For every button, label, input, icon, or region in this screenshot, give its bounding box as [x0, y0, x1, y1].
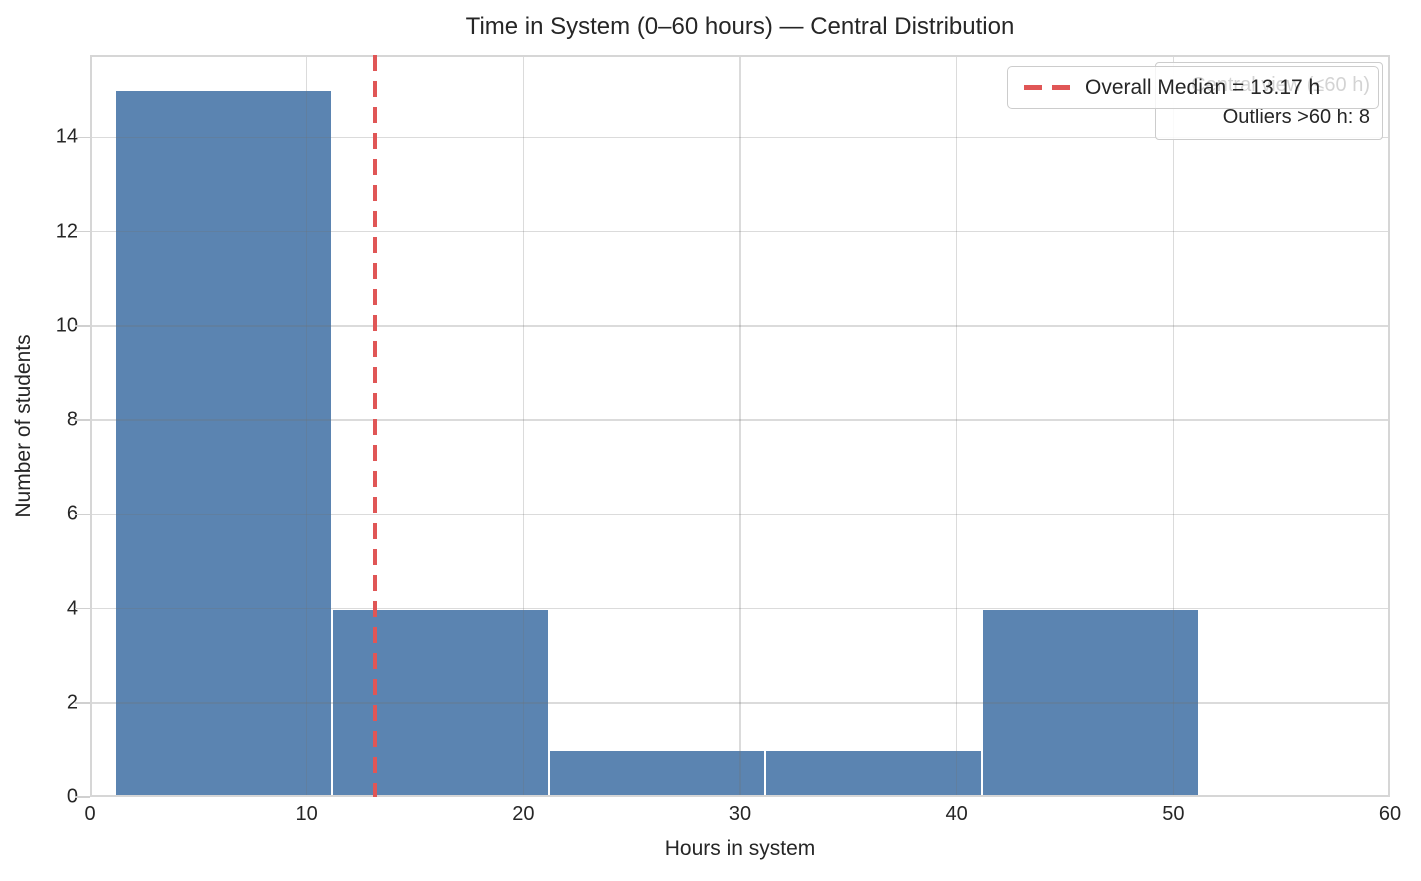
- gridline: [955, 55, 958, 797]
- y-tick-mark: [75, 419, 90, 421]
- y-tick-mark: [75, 513, 90, 516]
- y-tick-mark: [75, 136, 90, 139]
- gridline: [90, 607, 1390, 610]
- histogram-bar: [548, 749, 766, 797]
- median-line: [373, 55, 378, 797]
- y-tick-mark: [75, 325, 90, 327]
- x-tick-label: 40: [945, 803, 968, 825]
- y-tick-label: 12: [55, 220, 78, 243]
- gridline: [522, 55, 525, 797]
- gridline: [90, 419, 1390, 421]
- x-tick-label: 30: [728, 803, 752, 825]
- y-tick-label: 8: [66, 408, 78, 431]
- chart-title: Time in System (0–60 hours) — Central Di…: [465, 13, 1015, 40]
- y-tick-label: 4: [66, 597, 78, 620]
- dashed-line-sample-icon: [1024, 85, 1070, 90]
- x-tick-label: 20: [512, 803, 535, 825]
- plot-area: [90, 55, 1390, 797]
- y-tick-mark: [75, 702, 90, 704]
- x-tick-label: 10: [295, 803, 318, 825]
- y-tick-label: 6: [66, 502, 78, 525]
- x-tick-label: 60: [1378, 803, 1402, 825]
- legend: Overall Median = 13.17 h: [1007, 66, 1379, 109]
- gridline: [90, 513, 1390, 516]
- y-tick-label: 14: [55, 125, 78, 148]
- gridline: [739, 55, 741, 797]
- annotation-line-outliers: Outliers >60 h: 8: [1222, 106, 1370, 128]
- histogram-bar: [332, 608, 549, 797]
- gridline: [90, 702, 1390, 704]
- histogram-bar: [982, 608, 1199, 797]
- x-tick-label: 50: [1162, 803, 1185, 825]
- x-tick-label: 0: [84, 803, 96, 825]
- legend-label: Overall Median = 13.17 h: [1085, 75, 1321, 99]
- y-tick-label: 0: [66, 785, 78, 808]
- gridline: [90, 136, 1390, 139]
- gridline: [305, 55, 308, 797]
- histogram-bar: [115, 90, 332, 797]
- gridline: [90, 325, 1390, 327]
- x-axis-label: Hours in system: [664, 837, 816, 860]
- y-tick-label: 2: [66, 691, 78, 714]
- gridline: [1172, 55, 1175, 797]
- y-tick-mark: [75, 230, 90, 233]
- gridline: [90, 230, 1390, 233]
- histogram-bar: [765, 749, 982, 797]
- y-tick-mark: [75, 796, 90, 798]
- y-axis-label: Number of students: [12, 334, 35, 518]
- y-tick-label: 10: [55, 314, 78, 337]
- y-tick-mark: [75, 607, 90, 610]
